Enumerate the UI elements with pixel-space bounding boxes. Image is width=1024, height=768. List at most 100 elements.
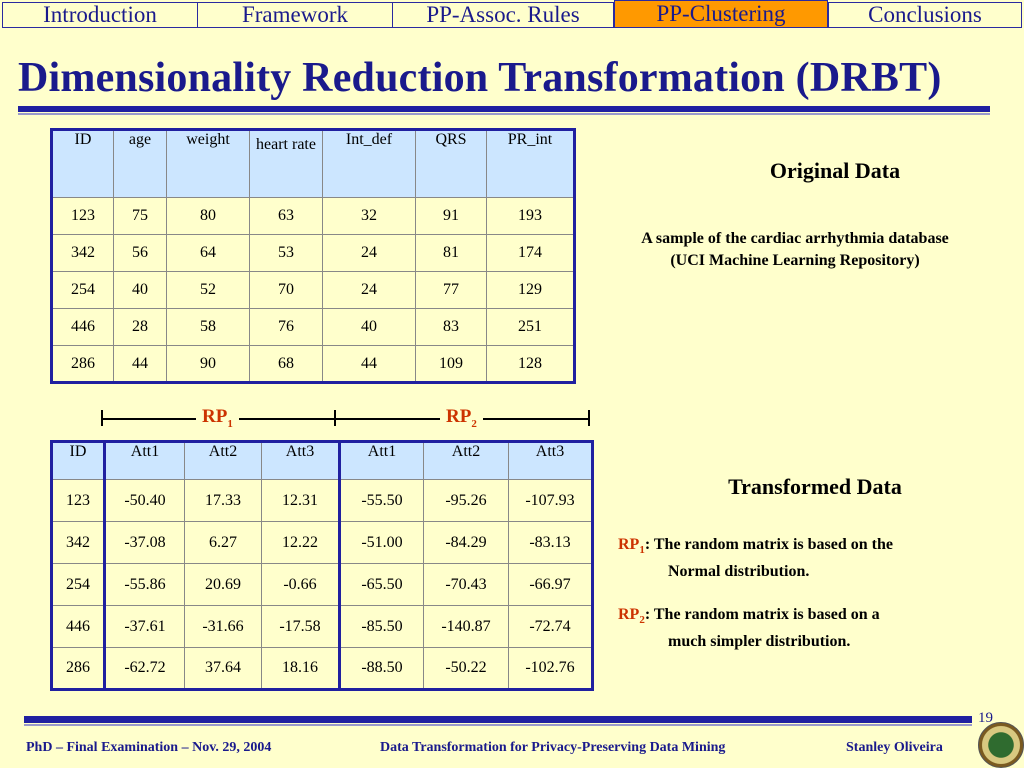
table-cell: 446 [51,605,106,648]
table-cell: 91 [415,197,487,235]
tab-introduction[interactable]: Introduction [2,2,198,28]
table-cell: -50.40 [104,479,185,522]
table-cell: 446 [51,308,114,346]
rp1-note: RP1: The random matrix is based on the N… [618,534,998,583]
table-cell: 80 [166,197,250,235]
table-row: 342 56 64 53 24 81 174 [51,234,575,272]
footer-center: Data Transformation for Privacy-Preservi… [380,740,726,755]
table-cell: 128 [486,345,575,383]
table-cell: -70.43 [423,563,509,606]
original-data-description: A sample of the cardiac arrhythmia datab… [580,228,1010,272]
rp2-label: RP2 [440,406,483,430]
table-cell: -83.13 [508,521,593,564]
table-cell: 24 [322,271,416,309]
tab-pp-clustering[interactable]: PP-Clustering [614,0,828,28]
table-cell: 254 [51,271,114,309]
table-cell: 342 [51,521,106,564]
title-divider [18,106,990,112]
table-cell: -51.00 [338,521,424,564]
rp2-note: RP2: The random matrix is based on a muc… [618,604,998,653]
footer-divider [24,716,972,723]
table-cell: -55.86 [104,563,185,606]
column-header: weight [166,129,250,198]
column-header: age [113,129,167,198]
footer-divider-shadow [24,724,972,726]
table-cell: 40 [113,271,167,309]
table-cell: 63 [249,197,323,235]
table-cell: 44 [113,345,167,383]
table-cell: 12.31 [261,479,340,522]
tab-pp-assoc-rules[interactable]: PP-Assoc. Rules [392,2,614,28]
column-header: Att3 [508,441,593,480]
column-header: heart rate [249,129,323,198]
column-header: Att1 [104,441,185,480]
table-cell: -0.66 [261,563,340,606]
table-row: 123 -50.40 17.33 12.31 -55.50 -95.26 -107.93 [51,479,593,522]
table-cell: 75 [113,197,167,235]
table-cell: -37.08 [104,521,185,564]
table-row: 446 28 58 76 40 83 251 [51,308,575,346]
table-cell: -55.50 [338,479,424,522]
table-row: 342 -37.08 6.27 12.22 -51.00 -84.29 -83.13 [51,521,593,564]
page-number: 19 [978,710,993,726]
table-cell: -66.97 [508,563,593,606]
table-cell: 56 [113,234,167,272]
top-navigation: Introduction Framework PP-Assoc. Rules P… [0,0,1024,30]
table-cell: -88.50 [338,647,424,690]
footer-right: Stanley Oliveira [846,740,943,755]
table-cell: 6.27 [184,521,262,564]
tab-framework[interactable]: Framework [197,2,393,28]
table-cell: 12.22 [261,521,340,564]
column-header: Att1 [338,441,424,480]
original-data-heading: Original Data [769,158,901,183]
table-row: 254 40 52 70 24 77 129 [51,271,575,309]
table-cell: -95.26 [423,479,509,522]
table-cell: 77 [415,271,487,309]
column-header: Att3 [261,441,340,480]
table-cell: 174 [486,234,575,272]
table-cell: 53 [249,234,323,272]
table-row: 123 75 80 63 32 91 193 [51,197,575,235]
table-cell: 40 [322,308,416,346]
table-cell: 251 [486,308,575,346]
column-header: QRS [415,129,487,198]
rp2-note-label: RP2 [618,606,645,627]
rp2-note-continuation: much simpler distribution. [668,633,851,651]
table-row: 446 -37.61 -31.66 -17.58 -85.50 -140.87 -72.74 [51,605,593,648]
slide-title: Dimensionality Reduction Transformation … [18,55,942,101]
table-cell: -102.76 [508,647,593,690]
table-cell: 20.69 [184,563,262,606]
rp1-label: RP1 [196,406,239,430]
rp2-note-text: : The random matrix is based on a [644,606,880,623]
table-cell: 28 [113,308,167,346]
table-row: 254 -55.86 20.69 -0.66 -65.50 -70.43 -66.97 [51,563,593,606]
table-cell: 18.16 [261,647,340,690]
table-cell: 24 [322,234,416,272]
table-cell: 76 [249,308,323,346]
table-cell: 193 [486,197,575,235]
table-cell: -84.29 [423,521,509,564]
table-cell: -50.22 [423,647,509,690]
transformed-data-heading: Transformed Data [728,474,902,499]
table-cell: -17.58 [261,605,340,648]
table-cell: 37.64 [184,647,262,690]
table-cell: 68 [249,345,323,383]
table-cell: 32 [322,197,416,235]
table-cell: 123 [51,479,106,522]
table-cell: 286 [51,345,114,383]
tab-conclusions[interactable]: Conclusions [828,2,1022,28]
university-seal-icon [978,722,1024,768]
table-cell: -85.50 [338,605,424,648]
table-row: 286 44 90 68 44 109 128 [51,345,575,383]
table-cell: 52 [166,271,250,309]
column-header: ID [51,441,106,480]
table-cell: -140.87 [423,605,509,648]
table-cell: 129 [486,271,575,309]
title-divider-shadow [18,113,990,115]
description-line: A sample of the cardiac arrhythmia datab… [641,230,949,247]
footer-left: PhD – Final Examination – Nov. 29, 2004 [26,740,272,755]
rp2-bracket-right [588,410,590,426]
table-cell: 64 [166,234,250,272]
rp1-note-label: RP1 [618,536,645,557]
transformed-data-table: ID Att1 Att2 Att3 Att1 Att2 Att3 123 -50.… [50,440,594,691]
